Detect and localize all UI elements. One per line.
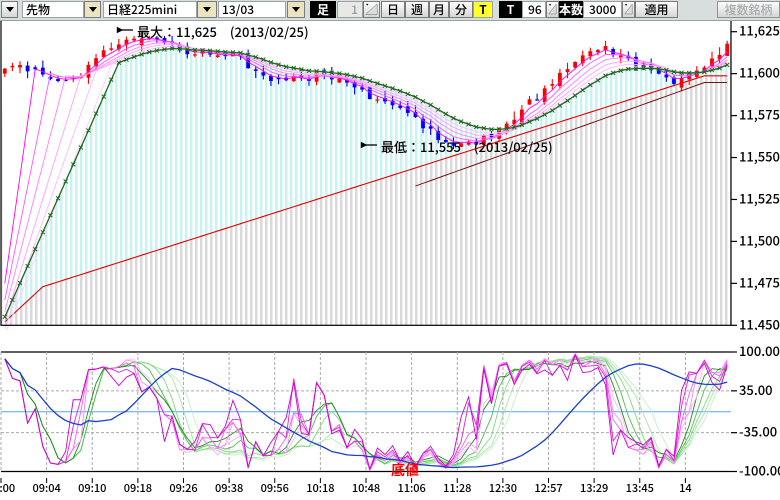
svg-text:09:18: 09:18: [124, 480, 152, 496]
svg-text:35.00: 35.00: [739, 380, 773, 399]
svg-text:09:56: 09:56: [261, 480, 289, 496]
svg-text:-35.00: -35.00: [739, 422, 777, 441]
svg-text:12:57: 12:57: [534, 480, 562, 496]
svg-text:11:06: 11:06: [397, 480, 425, 496]
svg-text:09:26: 09:26: [169, 480, 197, 496]
svg-text:底値: 底値: [391, 460, 419, 480]
svg-text:100.00: 100.00: [739, 341, 780, 360]
svg-text:09:04: 09:04: [32, 480, 60, 496]
svg-text:10:18: 10:18: [306, 480, 334, 496]
svg-text:11:28: 11:28: [443, 480, 471, 496]
svg-text:14: 14: [679, 480, 692, 496]
svg-text:-100.00: -100.00: [739, 461, 780, 480]
svg-text:09:10: 09:10: [78, 480, 106, 496]
svg-text:12:30: 12:30: [489, 480, 517, 496]
svg-text:09:38: 09:38: [215, 480, 243, 496]
svg-text:10:48: 10:48: [352, 480, 380, 496]
svg-text:13:29: 13:29: [580, 480, 608, 496]
svg-text:13:45: 13:45: [626, 480, 654, 496]
svg-text:09:00: 09:00: [0, 480, 15, 496]
